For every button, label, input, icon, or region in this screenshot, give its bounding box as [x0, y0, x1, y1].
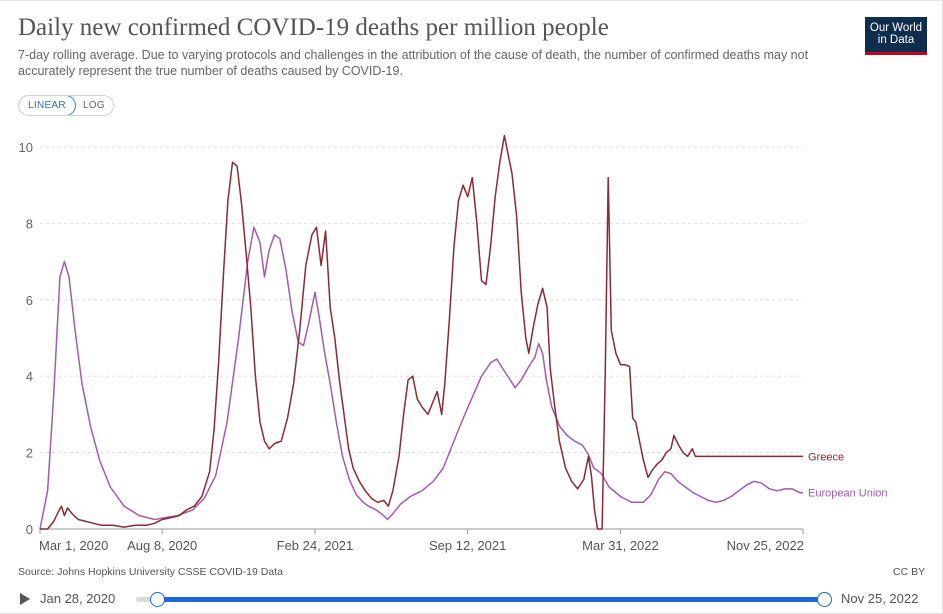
- gridlines: [40, 146, 803, 454]
- chart-subtitle: 7-day rolling average. Due to varying pr…: [18, 48, 809, 78]
- x-tick-label: Mar 1, 2020: [39, 538, 108, 553]
- scale-toggle: LINEAR LOG: [18, 95, 114, 116]
- linear-scale-button[interactable]: LINEAR: [18, 96, 76, 115]
- x-tick-label: Nov 25, 2022: [727, 538, 804, 553]
- series-labels: European Union Greece: [808, 451, 888, 499]
- y-tick-label: 10: [19, 140, 33, 155]
- logo-line-2: in Data: [877, 34, 915, 46]
- timeline-start-handle[interactable]: [150, 592, 165, 607]
- timeline-end-handle[interactable]: [817, 592, 832, 607]
- chart-title: Daily new confirmed COVID-19 deaths per …: [18, 14, 609, 41]
- series-line-european-union[interactable]: [39, 226, 803, 530]
- y-tick-label: 4: [26, 369, 33, 384]
- series-group: [39, 134, 803, 530]
- source-note[interactable]: Source: Johns Hopkins University CSSE CO…: [18, 566, 283, 578]
- y-tick-label: 0: [26, 522, 33, 537]
- x-tick-label: Mar 31, 2022: [582, 538, 659, 553]
- y-tick-label: 6: [26, 293, 33, 308]
- license-link[interactable]: CC BY: [893, 566, 926, 578]
- y-tick-label: 8: [26, 216, 33, 231]
- timeline-start-label: Jan 28, 2020: [40, 591, 116, 606]
- timeline-end-label: Nov 25, 2022: [841, 591, 919, 606]
- play-icon[interactable]: [20, 593, 30, 605]
- series-label-greece[interactable]: Greece: [808, 451, 844, 463]
- y-axis-ticks: 0 2 4 6 8 10: [19, 140, 33, 537]
- x-tick-label: Feb 24, 2021: [277, 538, 354, 553]
- series-label-european-union[interactable]: European Union: [808, 488, 888, 500]
- series-line-greece[interactable]: [40, 134, 803, 530]
- y-tick-label: 2: [26, 446, 33, 461]
- log-scale-button[interactable]: LOG: [82, 100, 105, 111]
- x-axis-ticks: Mar 1, 2020 Aug 8, 2020 Feb 24, 2021 Sep 12…: [39, 529, 804, 553]
- timeline: Jan 28, 2020 Nov 25, 2022: [0, 588, 943, 612]
- x-tick-label: Sep 12, 2021: [429, 538, 506, 553]
- owid-logo[interactable]: Our World in Data: [865, 17, 927, 55]
- x-tick-label: Aug 8, 2020: [127, 538, 197, 553]
- timeline-selected-range: [157, 597, 825, 602]
- logo-line-1: Our World: [869, 22, 923, 34]
